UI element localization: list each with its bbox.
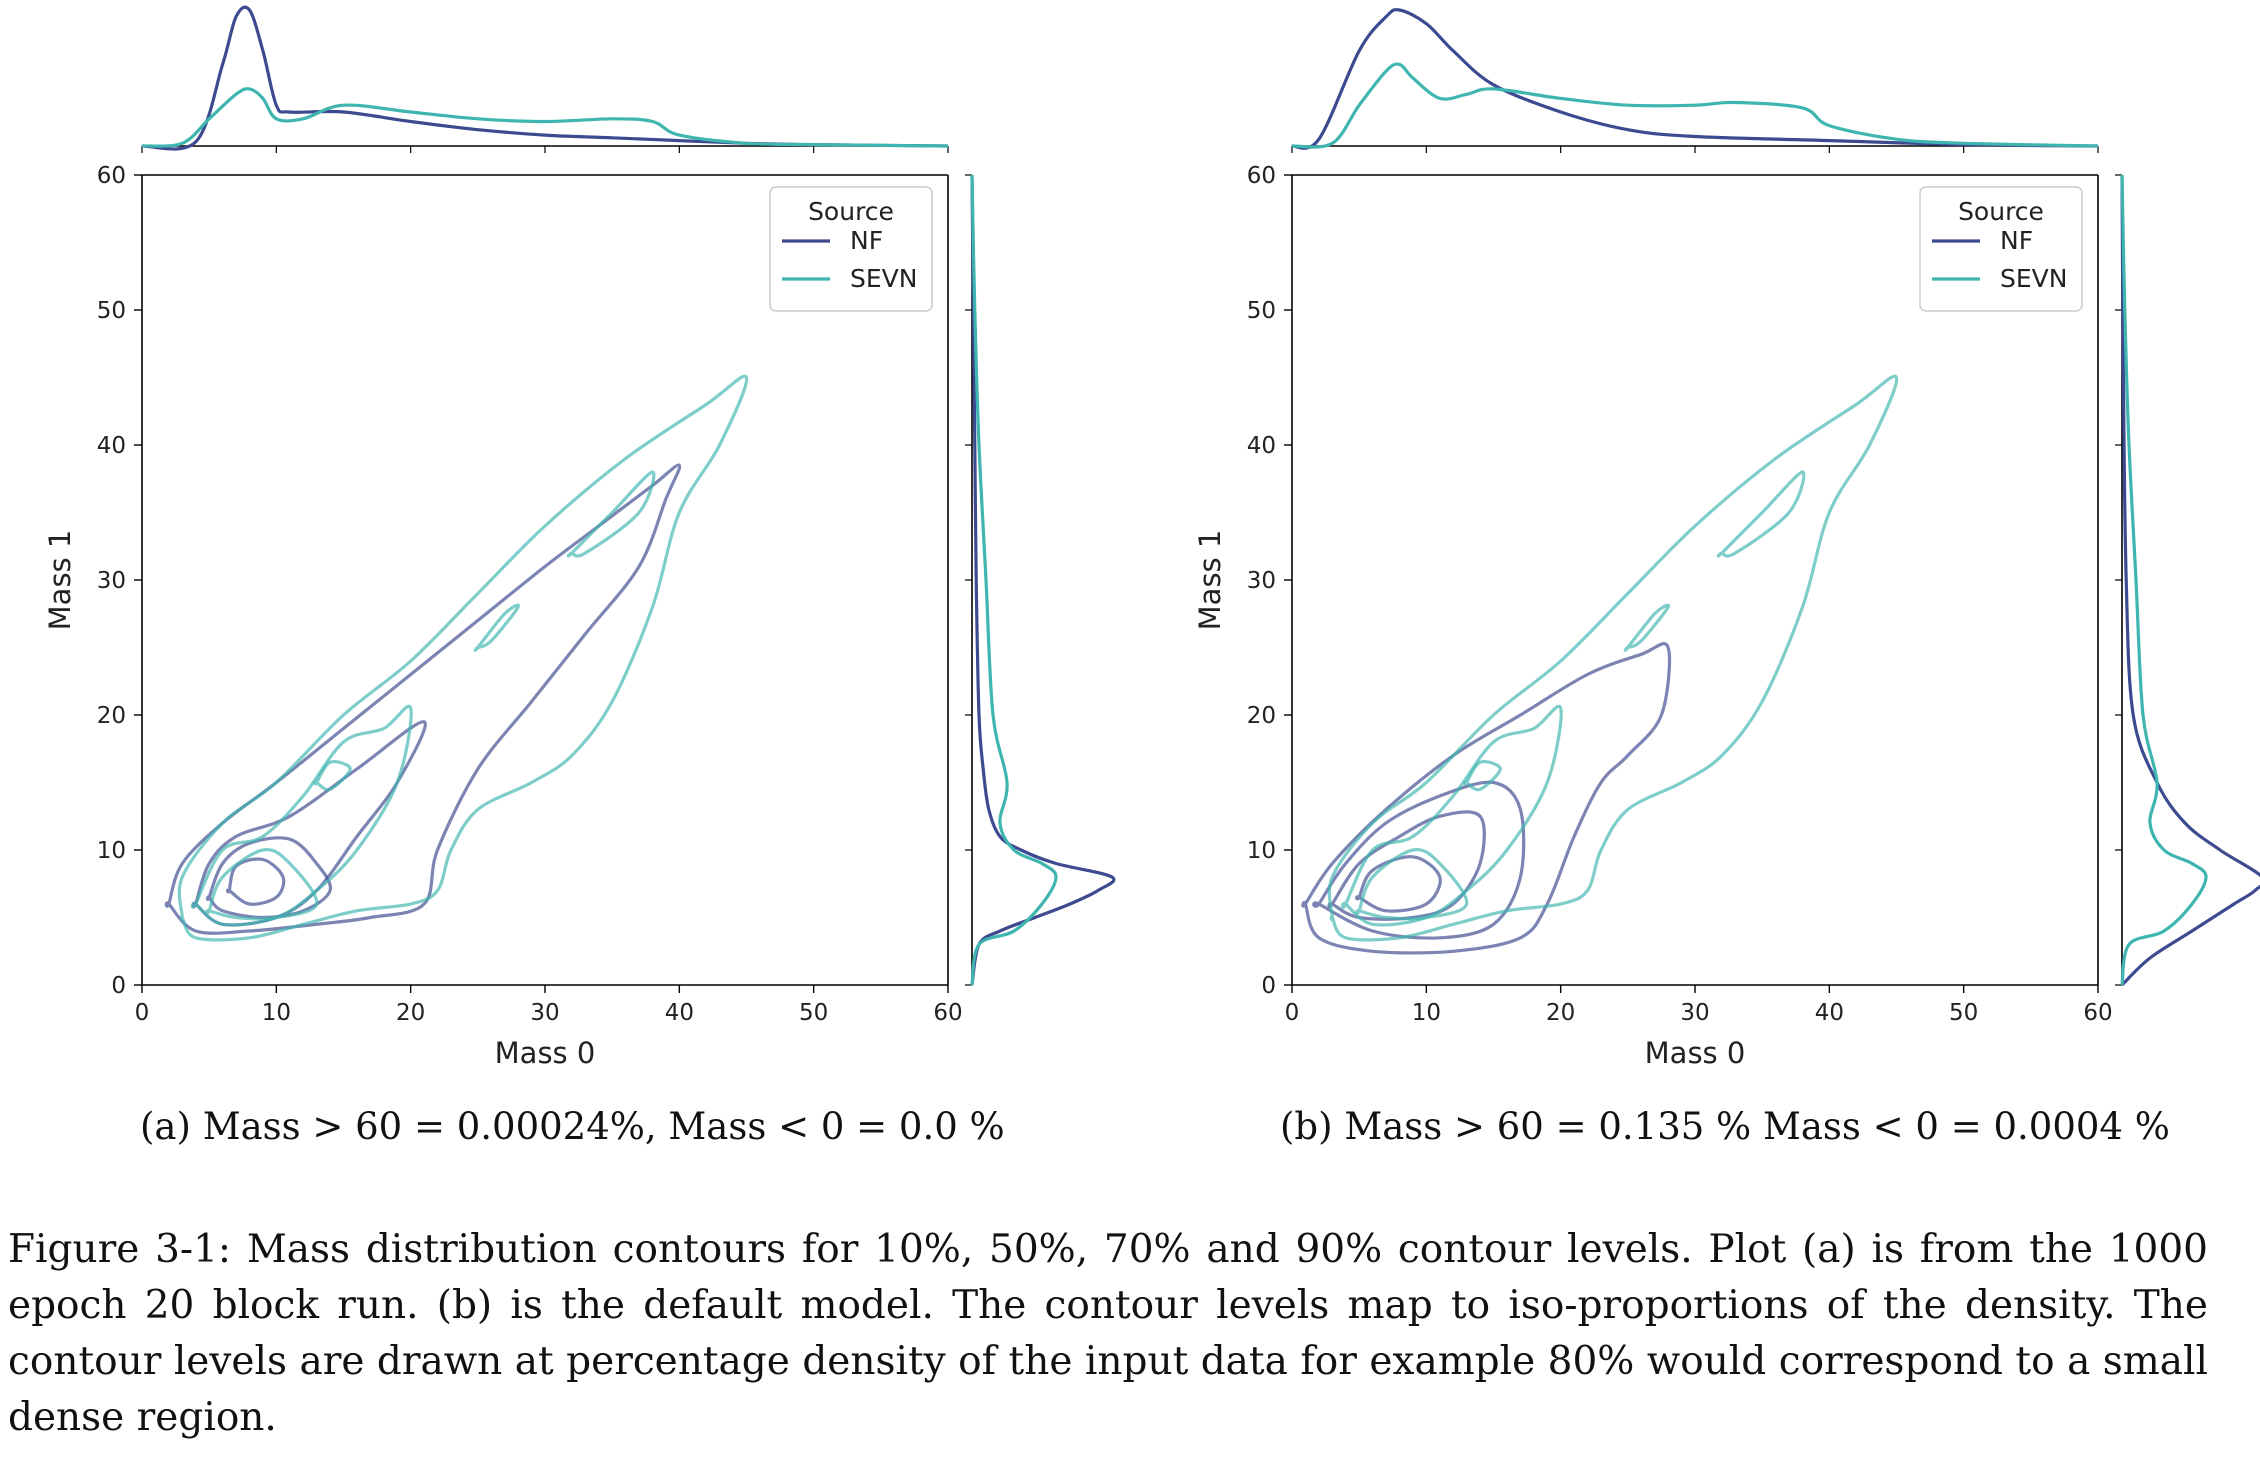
series-sevn — [177, 374, 749, 942]
contour-nf — [1301, 642, 1671, 955]
contour-sevn — [1623, 603, 1671, 652]
subcaption-b: (b) Mass > 60 = 0.135 % Mass < 0 = 0.000… — [1280, 1105, 2170, 1148]
contour-sevn — [313, 760, 352, 792]
contour-sevn — [473, 603, 521, 652]
marginal-y-nf — [970, 174, 1116, 986]
contour-nf — [191, 720, 427, 927]
series-sevn — [1327, 374, 1899, 942]
figure-caption: Figure 3-1: Mass distribution contours f… — [8, 1227, 2208, 1440]
y-tick-label: 50 — [97, 298, 126, 324]
y-tick-label: 60 — [97, 163, 126, 189]
x-tick-label: 60 — [2083, 1000, 2112, 1026]
y-tick-label: 60 — [1247, 163, 1276, 189]
x-tick-label: 60 — [933, 1000, 962, 1026]
legend-label-nf: NF — [850, 226, 883, 255]
legend-title: Source — [1958, 197, 2044, 226]
y-axis-label: Mass 1 — [43, 530, 77, 631]
y-tick-label: 30 — [97, 568, 126, 594]
x-tick-label: 40 — [665, 1000, 694, 1026]
contour-nf — [164, 463, 682, 935]
y-tick-label: 10 — [1247, 838, 1276, 864]
contour-sevn — [1355, 847, 1469, 921]
contour-nf — [205, 836, 333, 920]
subcaption-a: (a) Mass > 60 = 0.00024%, Mass < 0 = 0.0… — [140, 1105, 1005, 1148]
y-tick-label: 40 — [1247, 433, 1276, 459]
y-tick-label: 40 — [97, 433, 126, 459]
chart-panel-a: 0 10 20 30 40 50 60 0 10 20 30 40 50 60 Mass 0 Mass 1 So… — [0, 0, 1140, 1100]
y-tick-label: 10 — [97, 838, 126, 864]
marginal-y-nf — [2120, 174, 2260, 987]
chart-b: 0 10 20 30 40 50 60 0 10 20 30 40 50 60 Mass 0 Mass 1 So… — [1193, 8, 2260, 1070]
contour-sevn — [1716, 470, 1806, 558]
x-axis-label: Mass 0 — [1645, 1036, 1746, 1070]
x-tick-label: 50 — [799, 1000, 828, 1026]
contour-sevn — [1340, 704, 1563, 927]
x-tick-label: 10 — [1412, 1000, 1441, 1026]
y-tick-label: 50 — [1247, 298, 1276, 324]
x-tick-label: 40 — [1815, 1000, 1844, 1026]
legend-label-sevn: SEVN — [2000, 264, 2067, 293]
x-axis-label: Mass 0 — [495, 1036, 596, 1070]
contour-sevn — [1463, 760, 1502, 792]
x-tick-label: 20 — [396, 1000, 425, 1026]
contour-sevn — [566, 470, 656, 558]
x-tick-label: 50 — [1949, 1000, 1978, 1026]
x-tick-label: 0 — [135, 1000, 150, 1026]
marginal-x-sevn — [1291, 62, 2099, 149]
marginal-y-sevn — [970, 174, 1058, 986]
x-tick-label: 10 — [262, 1000, 291, 1026]
chart-a: 0 10 20 30 40 50 60 0 10 20 30 40 50 60 Mass 0 Mass 1 So… — [43, 5, 1116, 1070]
marginal-x-nf — [1291, 8, 2099, 150]
y-tick-label: 20 — [97, 703, 126, 729]
y-tick-label: 0 — [111, 973, 126, 999]
y-tick-label: 0 — [1261, 973, 1276, 999]
contour-nf — [1355, 855, 1442, 913]
marginal-y-sevn — [2120, 174, 2208, 986]
contour-nf — [1312, 780, 1526, 940]
contour-sevn — [1327, 374, 1899, 942]
chart-panel-b: 0 10 20 30 40 50 60 0 10 20 30 40 50 60 Mass 0 Mass 1 So… — [1150, 0, 2260, 1100]
x-tick-label: 30 — [530, 1000, 559, 1026]
legend-label-sevn: SEVN — [850, 264, 917, 293]
contour-sevn — [190, 704, 413, 927]
contour-nf — [1327, 810, 1486, 921]
x-tick-label: 20 — [1546, 1000, 1575, 1026]
marginal-x-nf — [141, 5, 949, 151]
series-nf — [1301, 642, 1671, 955]
y-axis-label: Mass 1 — [1193, 530, 1227, 631]
legend-label-nf: NF — [2000, 226, 2033, 255]
contour-sevn — [205, 847, 319, 921]
x-tick-label: 30 — [1680, 1000, 1709, 1026]
contour-sevn — [177, 374, 749, 942]
x-tick-label: 0 — [1285, 1000, 1300, 1026]
y-tick-label: 20 — [1247, 703, 1276, 729]
legend-title: Source — [808, 197, 894, 226]
marginal-x-sevn — [141, 87, 949, 148]
y-tick-label: 30 — [1247, 568, 1276, 594]
series-nf — [164, 463, 682, 935]
